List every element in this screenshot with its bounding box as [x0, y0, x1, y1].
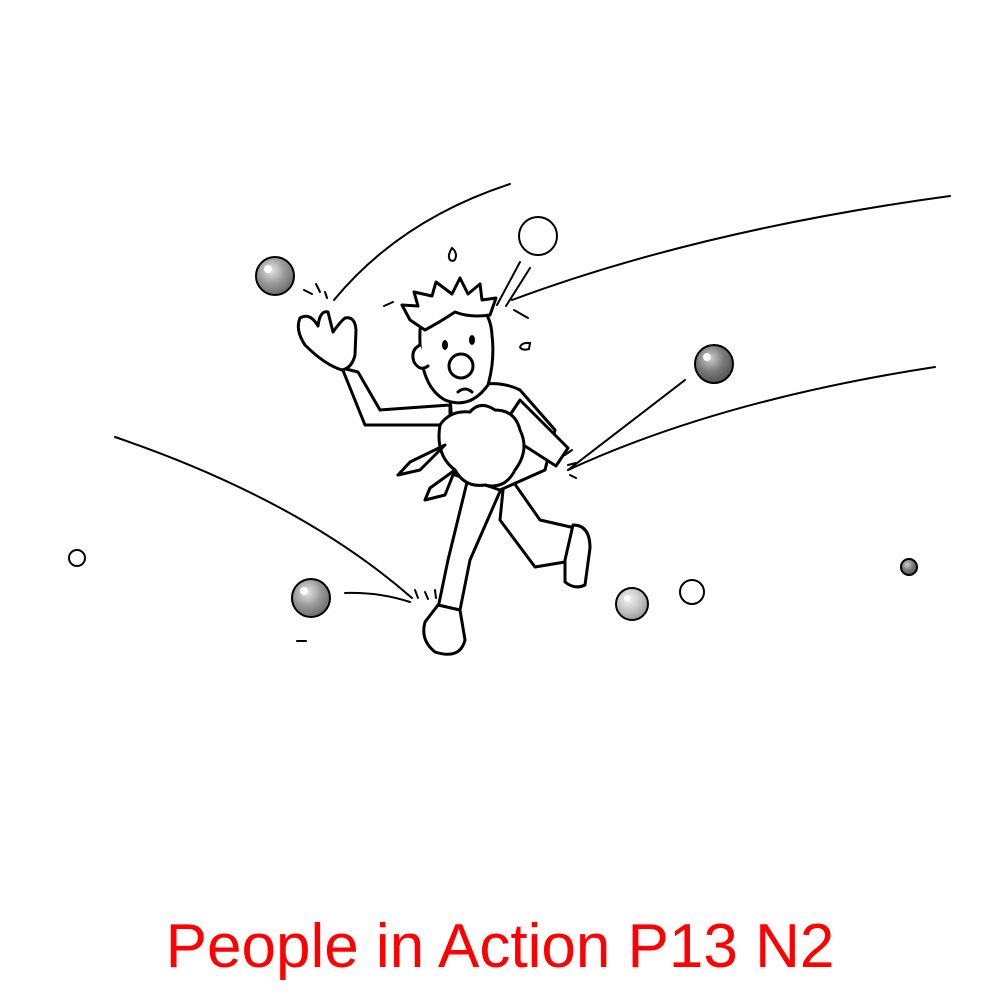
dangling-cloth-1: [396, 443, 447, 477]
ball-white-far-left: [68, 549, 86, 567]
ear: [411, 343, 430, 370]
running-man: [296, 276, 592, 656]
back-shoe: [563, 523, 592, 589]
balls: [68, 216, 918, 621]
ball-gray-bottom-left: [291, 578, 331, 618]
ball-dark-far-right: [900, 558, 918, 576]
bundle: [437, 404, 526, 488]
impact-marks: [296, 261, 577, 642]
ball-dark-mid-right: [694, 344, 734, 384]
motion-trails: [114, 183, 951, 603]
trail-middle-right: [567, 366, 936, 471]
trail-top-left: [333, 183, 511, 301]
ball-gray-top-left: [255, 256, 295, 296]
sweat-drops: [447, 246, 532, 351]
mouth: [456, 387, 474, 394]
trail-small: [344, 591, 411, 603]
caption: People in Action P13 N2: [166, 912, 835, 981]
raised-hand: [296, 310, 358, 372]
trail-ball-mid: [567, 379, 686, 471]
dangling-cloth-2: [423, 468, 457, 502]
ball-white-bottom: [679, 579, 705, 605]
nose: [447, 352, 475, 380]
face-details: [442, 335, 475, 350]
ball-light-bottom: [615, 587, 649, 621]
hair: [400, 276, 498, 332]
ball-white-top: [518, 216, 558, 256]
trail-top-right: [511, 195, 951, 301]
trail-left: [114, 436, 413, 599]
front-shoe: [422, 603, 467, 656]
ball-highlights: [264, 265, 711, 601]
